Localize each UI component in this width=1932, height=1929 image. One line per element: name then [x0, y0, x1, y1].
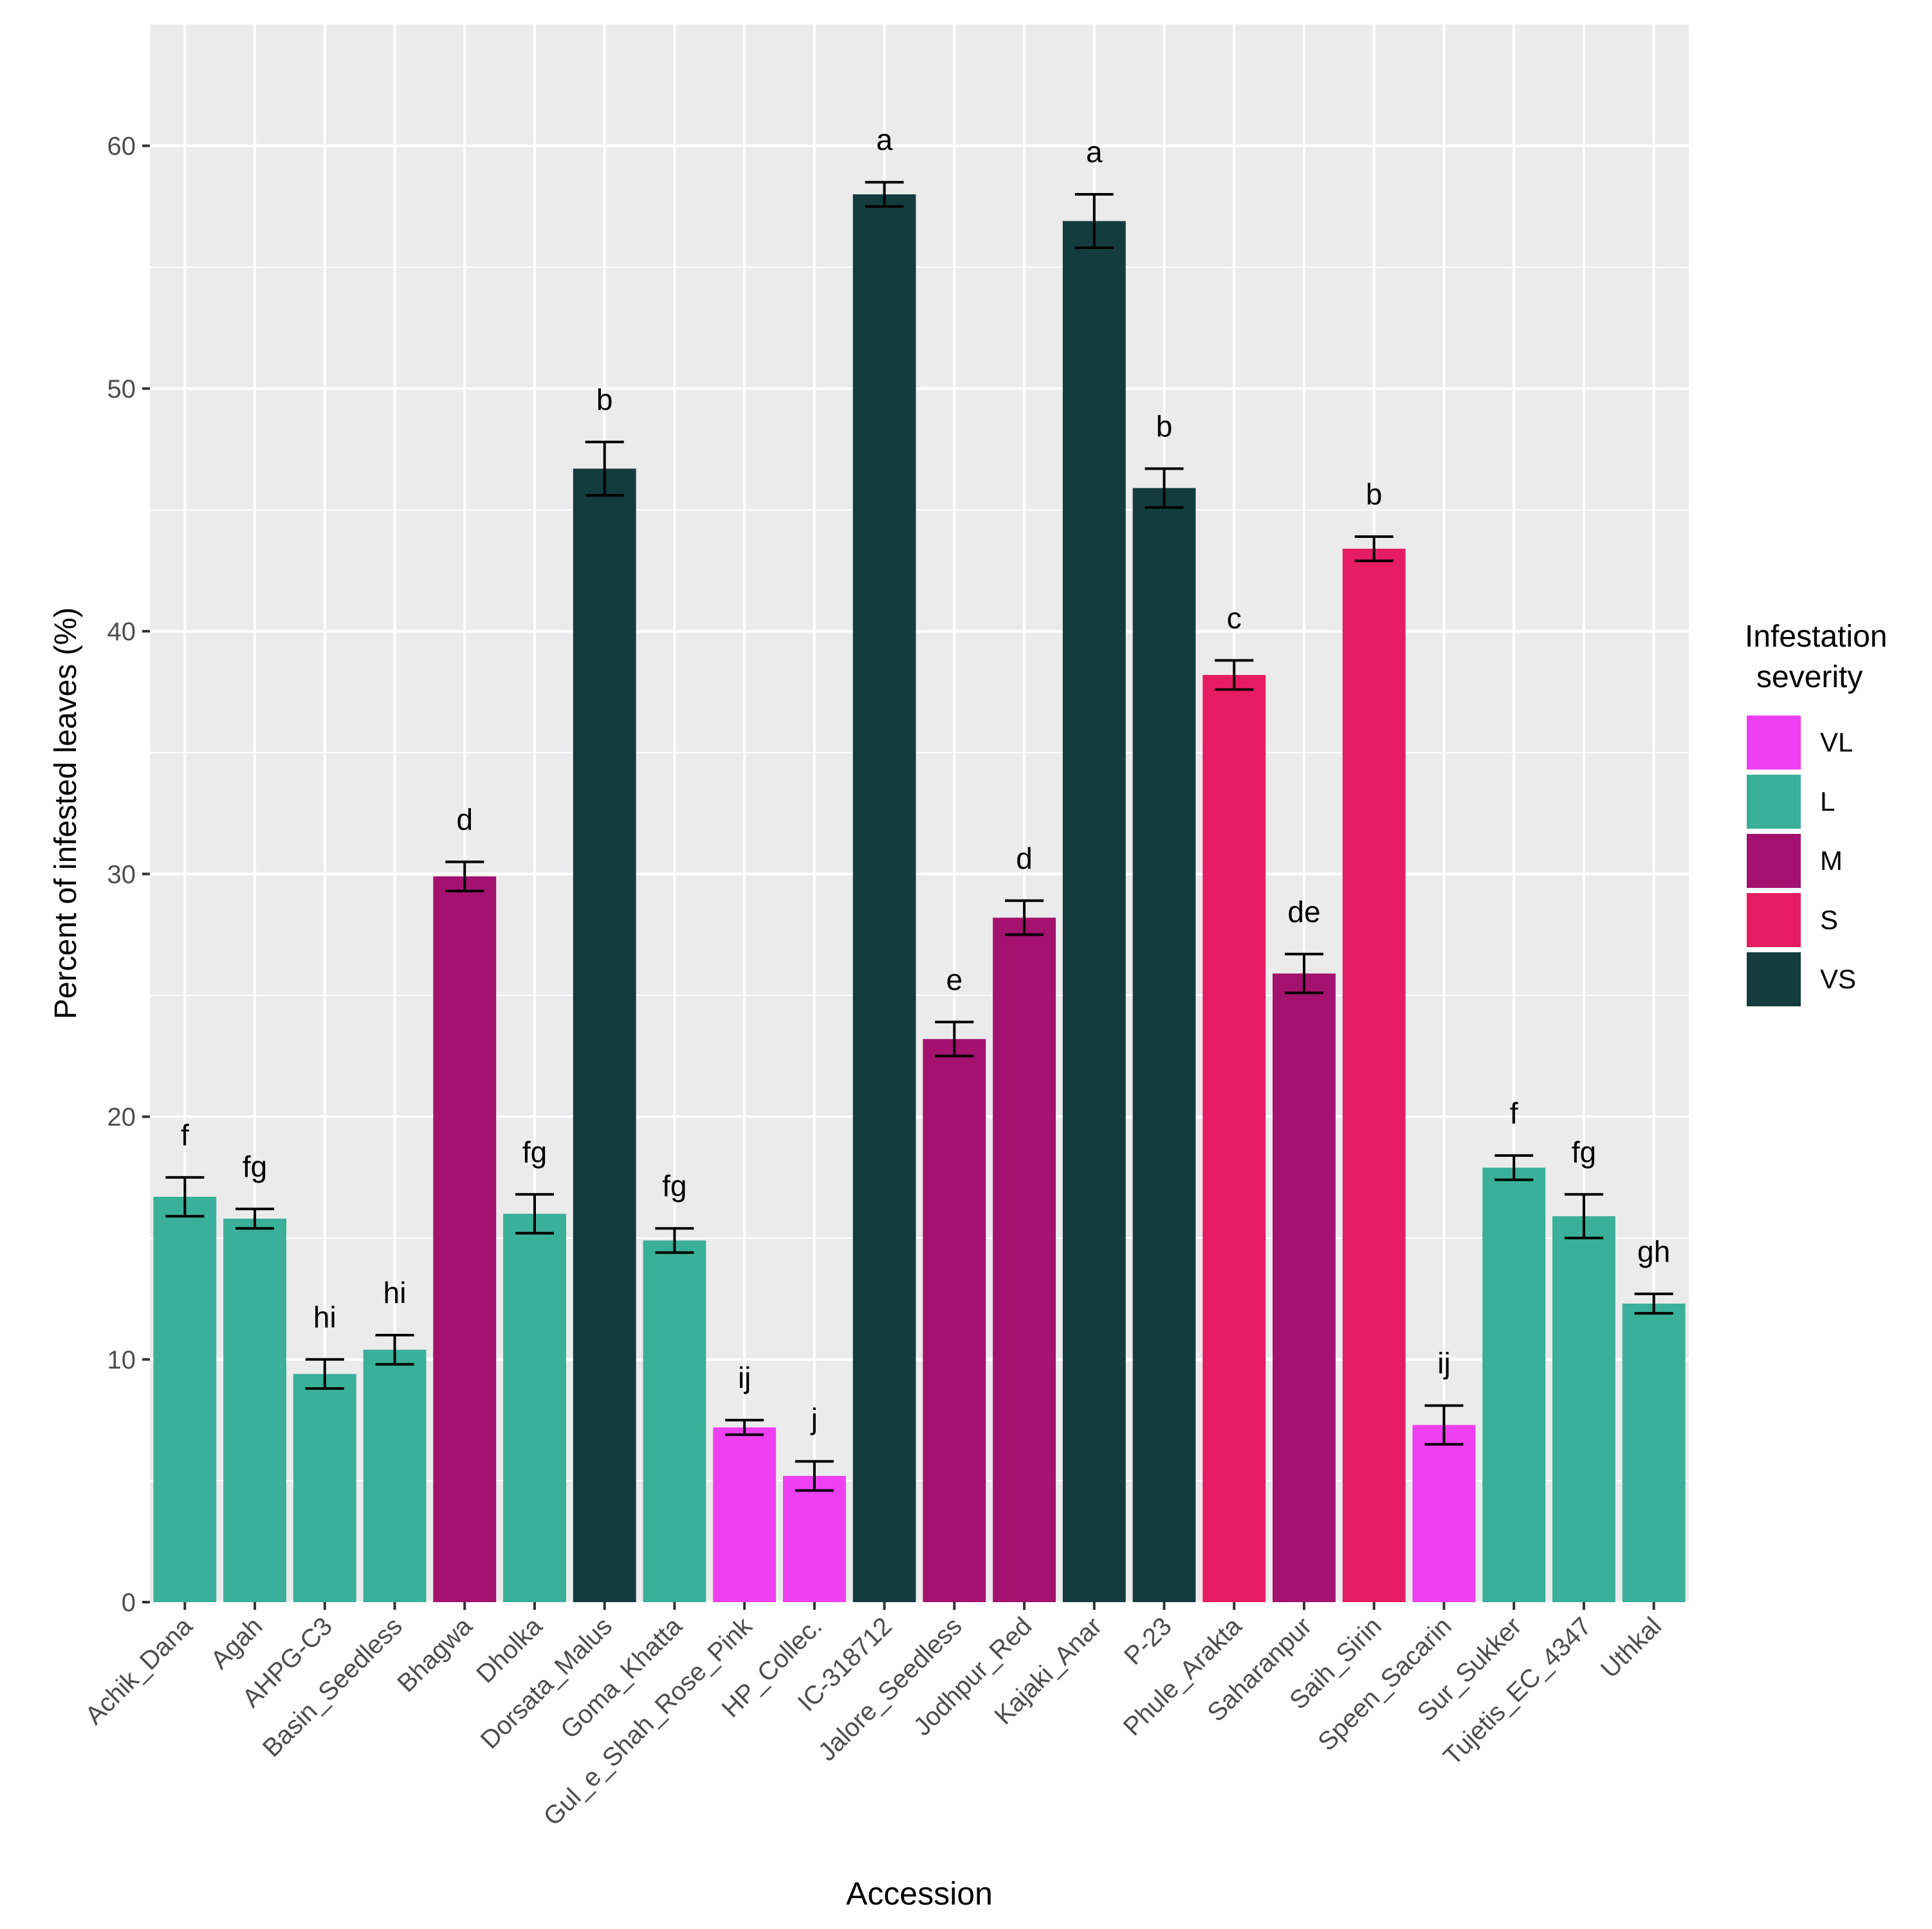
legend-key	[1747, 834, 1801, 888]
y-tick-label: 20	[107, 1103, 136, 1132]
legend-label: M	[1820, 845, 1843, 876]
error-bar	[1145, 467, 1184, 509]
bar	[1202, 674, 1266, 1602]
significance-letter: b	[596, 383, 613, 416]
bar	[293, 1374, 356, 1602]
error-bar	[1495, 1154, 1534, 1181]
significance-letter: hi	[313, 1300, 336, 1334]
error-bar	[1005, 899, 1044, 936]
error-bar	[235, 1207, 275, 1230]
legend-title-line-1: Infestation	[1745, 620, 1887, 654]
significance-letter: f	[1510, 1096, 1518, 1130]
bar	[1412, 1425, 1476, 1602]
significance-letter: fg	[1572, 1135, 1596, 1168]
error-bar	[305, 1358, 344, 1390]
significance-letter: ij	[738, 1361, 751, 1394]
significance-letter: hi	[383, 1276, 407, 1309]
error-bar	[375, 1334, 414, 1366]
significance-letter: b	[1156, 409, 1173, 443]
significance-letter: e	[946, 963, 963, 996]
bar	[223, 1218, 287, 1602]
significance-letter: d	[1016, 842, 1033, 875]
bar	[713, 1427, 777, 1602]
y-tick-label: 30	[107, 860, 136, 889]
significance-letter: ij	[1437, 1346, 1450, 1380]
significance-letter: fg	[243, 1150, 267, 1183]
error-bar	[165, 1176, 205, 1218]
error-bar	[1285, 952, 1323, 995]
error-bar	[585, 440, 624, 497]
legend-label: VS	[1820, 964, 1856, 994]
y-tick-label: 10	[107, 1346, 136, 1374]
bar	[573, 468, 636, 1603]
bar	[782, 1475, 846, 1602]
bar	[1552, 1216, 1615, 1602]
legend-key	[1747, 715, 1801, 770]
bar	[503, 1214, 566, 1602]
error-bar	[515, 1193, 554, 1235]
legend-key	[1747, 893, 1801, 947]
legend-title-line-2: severity	[1756, 660, 1863, 694]
y-tick-label: 40	[107, 618, 136, 646]
significance-letter: b	[1366, 477, 1383, 511]
y-tick-label: 50	[107, 375, 136, 403]
legend: Infestation severity VL LMS VS	[1745, 620, 1887, 1006]
legend-key	[1747, 952, 1801, 1006]
error-bar	[795, 1460, 834, 1492]
legend-key	[1747, 775, 1801, 829]
legend-label: VL	[1820, 727, 1853, 757]
bar	[433, 876, 497, 1602]
y-tick-label: 0	[122, 1589, 136, 1617]
x-axis-title: Accession	[846, 1876, 993, 1912]
error-bar	[725, 1419, 764, 1436]
bar	[153, 1197, 217, 1602]
error-bar	[865, 181, 904, 208]
bar	[1273, 973, 1336, 1602]
y-axis-title: Percent of infested leaves (%)	[49, 607, 83, 1019]
plot-panel	[150, 24, 1689, 1602]
y-tick-label: 60	[107, 133, 136, 161]
error-bar	[1074, 193, 1114, 250]
significance-letter: fg	[662, 1169, 686, 1203]
bar	[643, 1240, 706, 1602]
significance-letter: a	[876, 123, 893, 156]
error-bar	[1424, 1404, 1464, 1446]
error-bar	[1634, 1292, 1673, 1315]
bar	[993, 918, 1056, 1602]
error-bar	[935, 1020, 974, 1058]
bar	[852, 194, 916, 1602]
bar	[363, 1349, 427, 1602]
significance-letter: j	[810, 1402, 818, 1435]
error-bar	[655, 1227, 694, 1254]
bar	[1132, 488, 1196, 1602]
error-bar	[1215, 659, 1254, 691]
bar	[1342, 548, 1406, 1602]
significance-letter: f	[181, 1118, 189, 1152]
significance-letter: gh	[1637, 1235, 1670, 1268]
legend-label: L	[1820, 786, 1835, 817]
bar	[923, 1038, 986, 1602]
error-bar	[1564, 1193, 1603, 1240]
significance-letter: c	[1227, 601, 1242, 634]
significance-letter: de	[1287, 895, 1320, 928]
bar	[1622, 1304, 1686, 1602]
error-bar	[1354, 535, 1394, 562]
significance-letter: a	[1086, 135, 1103, 169]
legend-label: S	[1820, 905, 1838, 935]
error-bar	[445, 860, 484, 892]
bar	[1062, 221, 1126, 1603]
significance-letter: fg	[522, 1135, 547, 1168]
bar	[1482, 1167, 1546, 1602]
significance-letter: d	[456, 802, 473, 836]
